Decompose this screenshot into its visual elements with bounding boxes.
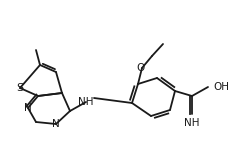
Text: N: N (24, 103, 32, 113)
Text: N: N (52, 119, 60, 129)
Text: NH: NH (184, 118, 199, 128)
Text: OH: OH (212, 82, 228, 92)
Text: O: O (136, 63, 144, 73)
Text: NH: NH (78, 97, 94, 107)
Text: S: S (16, 83, 24, 93)
